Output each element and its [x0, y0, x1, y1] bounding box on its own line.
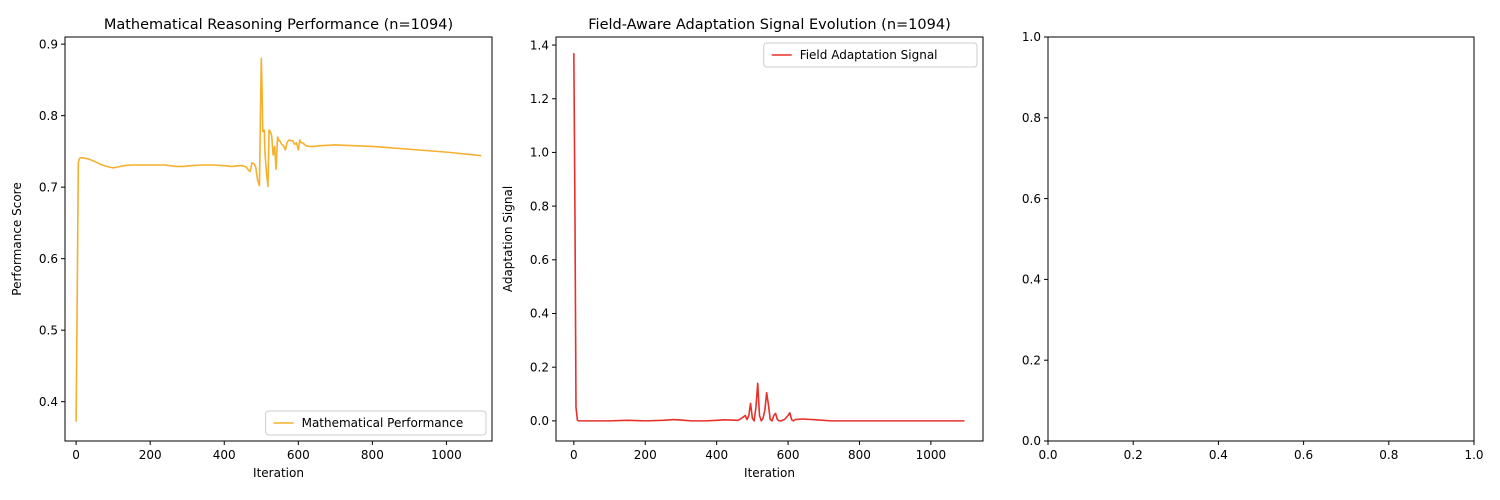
x-tick-label: 0	[72, 448, 80, 462]
x-tick-label: 200	[139, 448, 162, 462]
y-tick-label: 0.4	[530, 307, 549, 321]
y-tick-label: 1.0	[530, 146, 549, 160]
y-tick-label: 1.2	[530, 92, 549, 106]
y-tick-label: 0.0	[1022, 434, 1041, 448]
x-tick-label: 800	[848, 448, 871, 462]
y-tick-label: 0.6	[1022, 192, 1041, 206]
chart-title: Mathematical Reasoning Performance (n=10…	[104, 17, 453, 33]
series-line-1-1	[75, 57, 482, 422]
y-tick-label: 0.5	[39, 323, 58, 337]
chart-panel-2: 0 200 400 600 800 1000 0.0 0.2 0.4 0.6 0.8 1.0 1.2 1.…	[501, 17, 984, 480]
legend-box	[763, 42, 978, 68]
x-axis-label: Iteration	[253, 466, 304, 480]
legend-label: Mathematical Performance	[302, 416, 464, 430]
y-tick-label: 0.2	[530, 360, 549, 374]
y-axis-label: Adaptation Signal	[501, 186, 515, 292]
series-line-2-1	[573, 53, 965, 422]
y-tick-label: 0.8	[1022, 111, 1041, 125]
x-axis-label: Iteration	[744, 466, 795, 480]
x-tick-label: 1.0	[1464, 448, 1483, 462]
x-tick-label: 400	[213, 448, 236, 462]
x-tick-label: 600	[287, 448, 310, 462]
axes-frame	[64, 36, 493, 442]
legend: Field Adaptation Signal	[763, 42, 978, 68]
legend-box	[265, 410, 487, 436]
y-tick-label: 0.4	[39, 395, 58, 409]
x-tick-label: 600	[777, 448, 800, 462]
x-tick-label: 0.0	[1038, 448, 1057, 462]
x-tick-label: 200	[634, 448, 657, 462]
x-tick-label: 400	[705, 448, 728, 462]
legend-label: Field Adaptation Signal	[800, 48, 938, 62]
x-tick-label: 0.4	[1209, 448, 1228, 462]
x-tick-label: 0.8	[1379, 448, 1398, 462]
x-tick-label: 1000	[431, 448, 462, 462]
y-tick-label: 0.2	[1022, 353, 1041, 367]
legend: Mathematical Performance	[265, 410, 487, 436]
chart-panel-3: 0.0 0.2 0.4 0.6 0.8 1.0 0.0 0.2 0.4 0.6 0.8 1.0	[1022, 30, 1484, 462]
chart-panel-1: 0 200 400 600 800 1000 0.4 0.5 0.6 0.7 0.8 0.9 Mathe…	[10, 17, 493, 480]
y-tick-label: 1.4	[530, 38, 549, 52]
y-tick-label: 0.4	[1022, 273, 1041, 287]
x-tick-label: 800	[361, 448, 384, 462]
x-tick-label: 0.2	[1124, 448, 1143, 462]
y-axis-label: Performance Score	[10, 182, 24, 295]
x-tick-label: 0	[570, 448, 578, 462]
chart-title: Field-Aware Adaptation Signal Evolution …	[588, 17, 950, 33]
y-tick-label: 1.0	[1022, 30, 1041, 44]
y-tick-label: 0.9	[39, 37, 58, 51]
y-tick-label: 0.6	[39, 252, 58, 266]
y-tick-label: 0.0	[530, 414, 549, 428]
y-tick-label: 0.7	[39, 180, 58, 194]
y-tick-label: 0.8	[39, 109, 58, 123]
axes-frame	[555, 36, 984, 442]
x-tick-label: 1000	[916, 448, 947, 462]
axes-frame	[1047, 36, 1475, 442]
y-tick-label: 0.8	[530, 199, 549, 213]
x-tick-label: 0.6	[1294, 448, 1313, 462]
y-tick-label: 0.6	[530, 253, 549, 267]
